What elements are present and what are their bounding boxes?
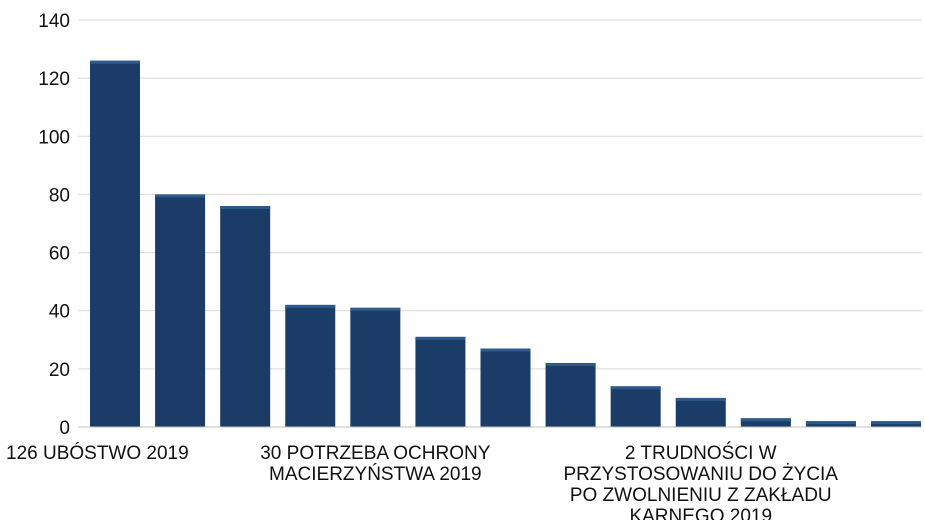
y-tick-label: 100 xyxy=(38,127,70,148)
bar xyxy=(220,206,271,427)
bar-top-highlight xyxy=(871,421,921,425)
bar-top-highlight xyxy=(545,363,596,367)
y-tick-label: 0 xyxy=(59,418,70,439)
bar-top-highlight xyxy=(285,304,336,308)
bars xyxy=(90,60,921,427)
x-category-label-line: 2 TRUDNOŚCI W xyxy=(625,442,777,464)
bar-top-highlight xyxy=(610,386,661,390)
x-category-label-line: PRZYSTOSOWANIU DO ŻYCIA xyxy=(564,464,839,485)
bar xyxy=(675,397,726,427)
bar-top-highlight xyxy=(350,307,401,311)
gridlines xyxy=(78,19,922,370)
bar-top-highlight xyxy=(740,418,791,422)
y-tick-label: 20 xyxy=(49,360,70,381)
y-axis-ticks: 0 20 40 60 80 100 120 140 xyxy=(38,11,70,439)
x-axis-labels: 126 UBÓSTWO 2019 30 POTRZEBA OCHRONY MACIE… xyxy=(6,442,838,520)
x-category-label-line: 126 UBÓSTWO 2019 xyxy=(6,442,189,464)
bar xyxy=(350,307,401,427)
y-tick-label: 40 xyxy=(49,302,70,323)
y-tick-label: 140 xyxy=(38,11,70,32)
bar-top-highlight xyxy=(220,206,271,210)
x-category-label-line: KARNEGO 2019 xyxy=(629,506,772,520)
bar xyxy=(90,60,140,427)
bar-top-highlight xyxy=(480,348,531,352)
bar xyxy=(415,336,466,427)
x-category-label-line: 30 POTRZEBA OCHRONY xyxy=(260,443,490,464)
x-category-label: 2 TRUDNOŚCI W PRZYSTOSOWANIU DO ŻYCIA PO Z… xyxy=(564,442,839,520)
bar-top-highlight xyxy=(675,397,726,401)
x-category-label: 30 POTRZEBA OCHRONY MACIERZYŃSTWA 2019 xyxy=(260,443,490,485)
x-category-label-line: MACIERZYŃSTWA 2019 xyxy=(269,464,482,485)
bar xyxy=(480,348,531,427)
bar xyxy=(285,304,336,427)
y-tick-label: 120 xyxy=(38,69,70,90)
bar-top-highlight xyxy=(805,421,856,425)
bar-top-highlight xyxy=(155,194,206,198)
bar xyxy=(610,386,661,427)
bar xyxy=(545,363,596,427)
x-category-label: 126 UBÓSTWO 2019 xyxy=(6,442,189,464)
bar-top-highlight xyxy=(415,336,466,340)
y-tick-label: 60 xyxy=(49,244,70,265)
bar-top-highlight xyxy=(90,60,140,64)
x-category-label-line: PO ZWOLNIENIU Z ZAKŁADU xyxy=(570,485,832,506)
bar xyxy=(740,418,791,427)
bar xyxy=(155,194,206,427)
y-tick-label: 80 xyxy=(49,185,70,206)
